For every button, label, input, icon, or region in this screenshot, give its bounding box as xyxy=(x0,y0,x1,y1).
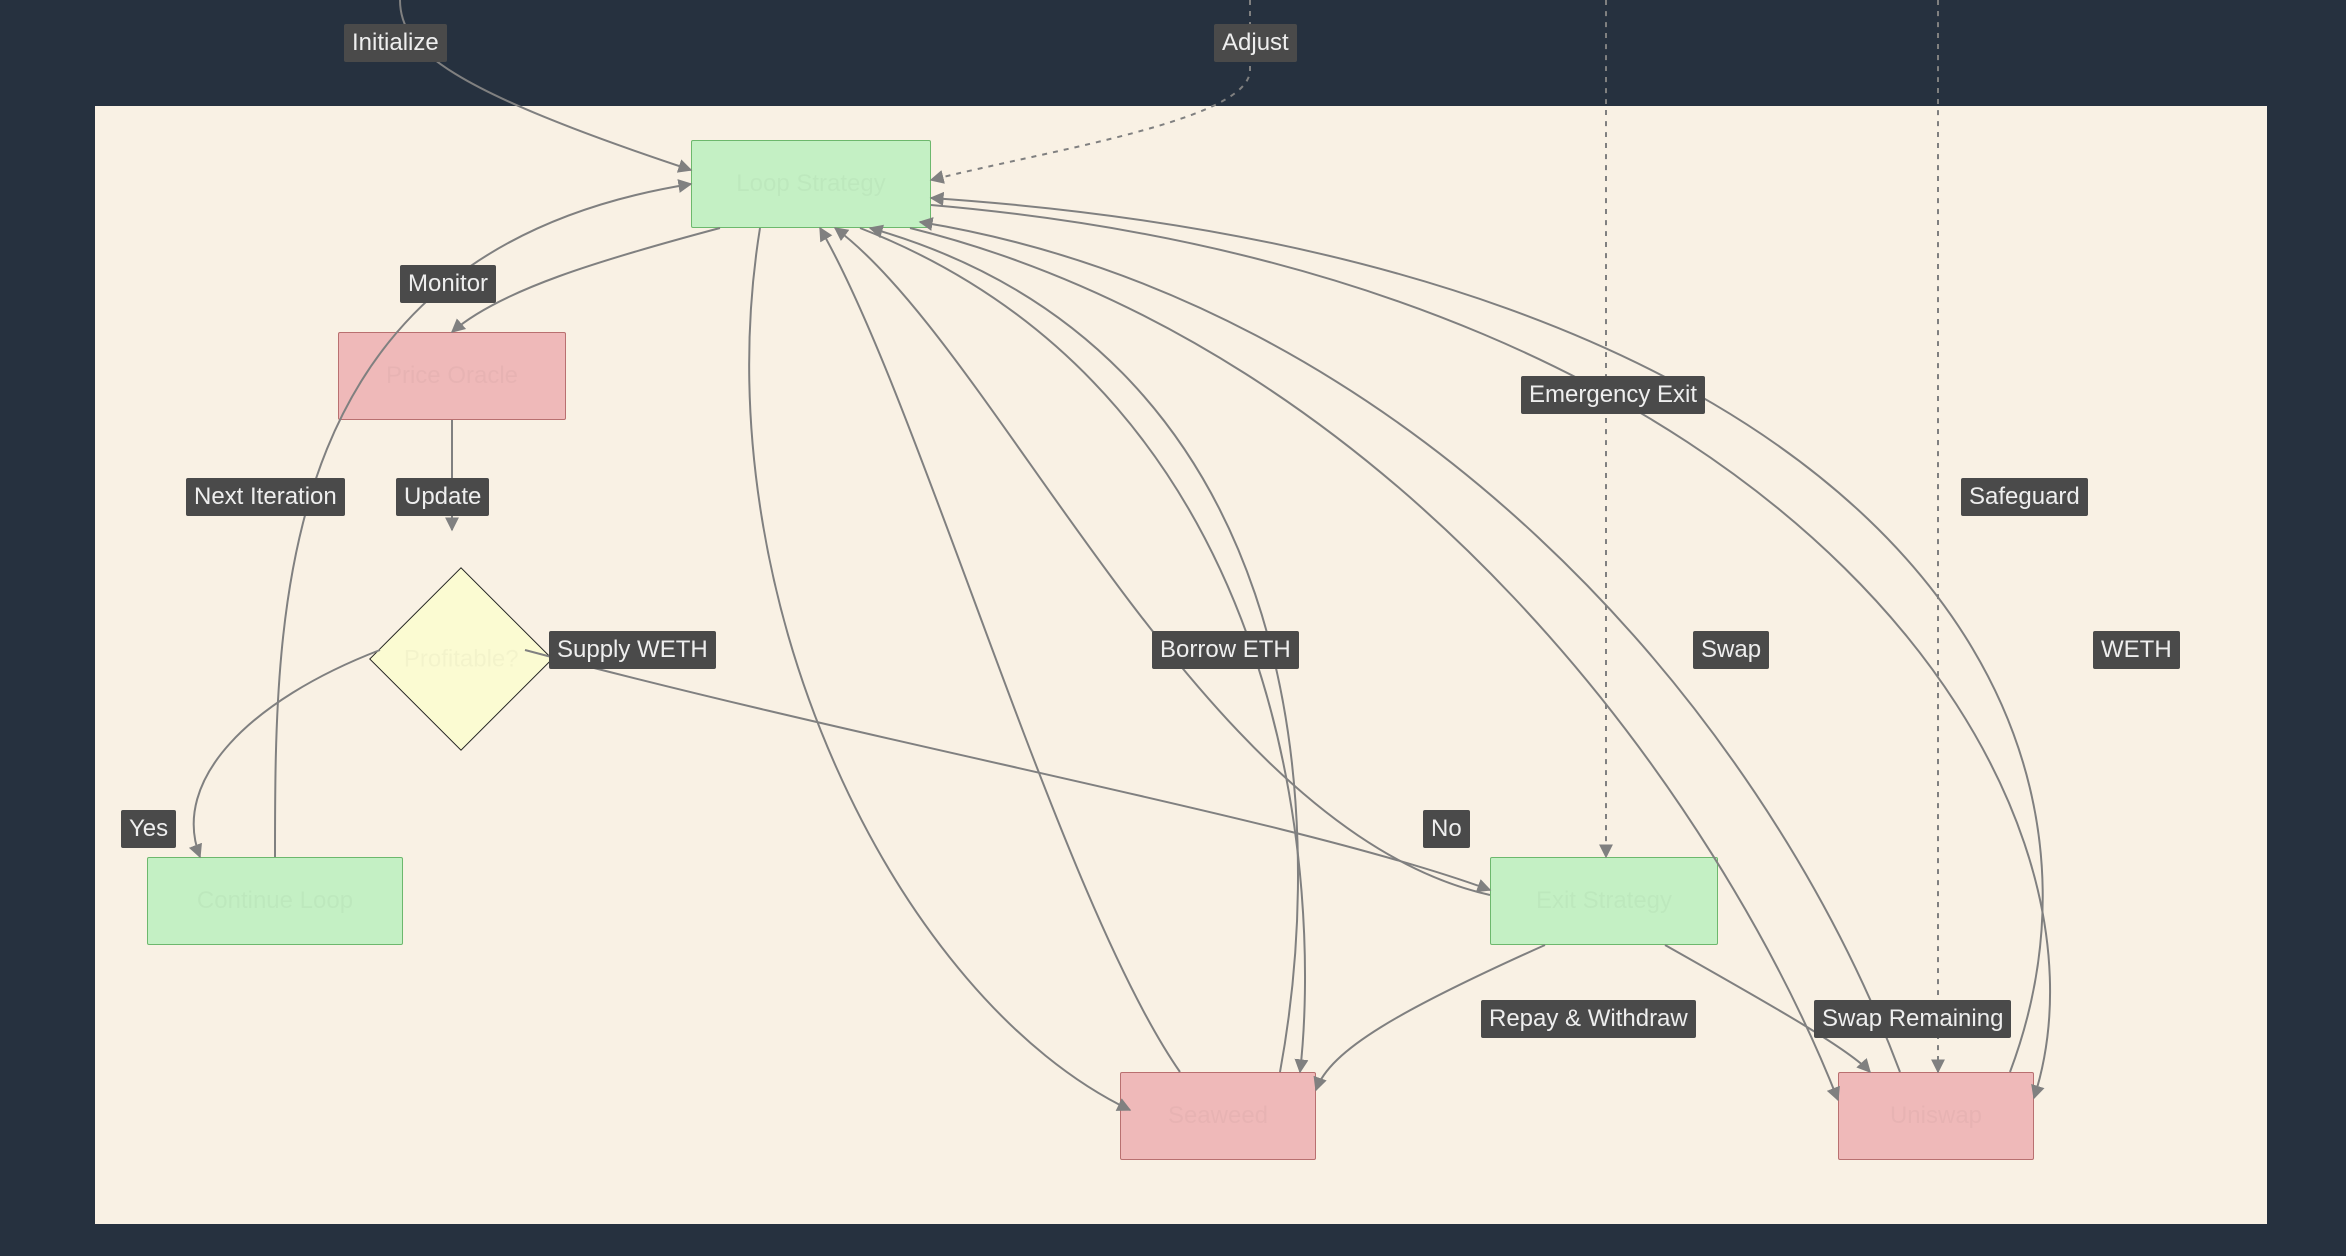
node-exit-label: Exit Strategy xyxy=(1536,887,1672,915)
edge-label-3: Emergency Exit xyxy=(1521,376,1705,414)
node-profitable-label: Profitable? xyxy=(404,645,519,673)
node-continue-label: Continue Loop xyxy=(197,887,353,915)
node-oracle-label: Price Oracle xyxy=(386,362,518,390)
edge-label-10: WETH xyxy=(2093,631,2180,669)
node-loop: Loop Strategy xyxy=(691,140,931,228)
node-loop-label: Loop Strategy xyxy=(736,170,885,198)
edge-label-8: Borrow ETH xyxy=(1152,631,1299,669)
node-oracle: Price Oracle xyxy=(338,332,566,420)
node-seaweed: Seaweed xyxy=(1120,1072,1316,1160)
edge-label-6: Safeguard xyxy=(1961,478,2088,516)
node-profitable: Profitable? xyxy=(369,567,553,751)
node-seaweed-label: Seaweed xyxy=(1168,1102,1268,1130)
edge-label-11: Yes xyxy=(121,810,176,848)
edge-label-12: No xyxy=(1423,810,1470,848)
edge-label-0: Initialize xyxy=(344,24,447,62)
edge-label-7: Supply WETH xyxy=(549,631,716,669)
edge-label-4: Next Iteration xyxy=(186,478,345,516)
node-exit: Exit Strategy xyxy=(1490,857,1718,945)
node-uniswap-label: Uniswap xyxy=(1890,1102,1982,1130)
edge-label-9: Swap xyxy=(1693,631,1769,669)
edge-label-2: Monitor xyxy=(400,265,496,303)
edge-label-5: Update xyxy=(396,478,489,516)
edge-label-1: Adjust xyxy=(1214,24,1297,62)
diagram-frame: Loop Strategy Price Oracle Profitable? Cont… xyxy=(0,0,2346,1256)
node-uniswap: Uniswap xyxy=(1838,1072,2034,1160)
node-continue: Continue Loop xyxy=(147,857,403,945)
edge-label-13: Repay & Withdraw xyxy=(1481,1000,1696,1038)
edge-label-14: Swap Remaining xyxy=(1814,1000,2011,1038)
